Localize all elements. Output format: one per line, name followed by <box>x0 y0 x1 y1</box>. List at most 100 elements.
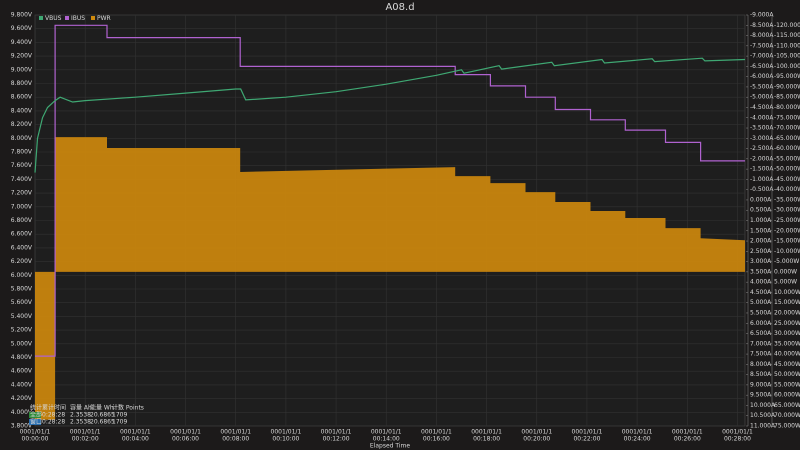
table-cell: 全部 <box>30 411 42 419</box>
y-tick-label: 50.000W <box>774 371 800 378</box>
y-tick-label: 8.600V <box>11 94 33 101</box>
chart-title: A08.d <box>385 2 414 13</box>
legend-label: PWR <box>97 15 111 22</box>
y-tick-label: 4.000A <box>750 279 772 286</box>
table-cell: 窗口 <box>30 418 42 426</box>
y-tick-label: -95.000W <box>774 73 800 80</box>
y-tick-label: -105.000W <box>774 53 800 60</box>
table-cell: 2.3538 <box>70 412 91 419</box>
table-cell: 1709 <box>112 412 127 419</box>
y-tick-label: -60.000W <box>774 145 800 152</box>
y-tick-label: -8.500A <box>750 22 774 29</box>
legend-swatch <box>91 16 95 20</box>
x-tick-label: 00:20:00 <box>523 436 550 443</box>
y-tick-label: -7.500A <box>750 42 774 49</box>
y-tick-label: 5.400V <box>11 313 33 320</box>
y-tick-label: -3.000A <box>750 135 774 142</box>
y-tick-label: 45.000W <box>774 361 800 368</box>
y-tick-label: -6.500A <box>750 63 774 70</box>
y-tick-label: -1.500A <box>750 166 774 173</box>
x-tick-label: 00:26:00 <box>674 436 701 443</box>
x-tick-label: 00:14:00 <box>373 436 400 443</box>
x-tick-date: 0001/01/1 <box>622 429 653 436</box>
y-tick-label: -45.000W <box>774 176 800 183</box>
y-tick-label: -30.000W <box>774 207 800 214</box>
table-cell: 20.6865 <box>90 419 115 426</box>
y-tick-label: 75.000W <box>774 423 800 430</box>
x-tick-label: 00:24:00 <box>624 436 651 443</box>
y-tick-label: -85.000W <box>774 94 800 101</box>
y-tick-label: 8.200V <box>11 121 33 128</box>
table-cell: 20.6865 <box>90 412 115 419</box>
x-tick-date: 0001/01/1 <box>371 429 402 436</box>
x-tick-label: 00:28:00 <box>724 436 751 443</box>
y-tick-label: -8.000A <box>750 32 774 39</box>
y-tick-label: -25.000W <box>774 217 800 224</box>
y-tick-label: -9.000A <box>750 12 774 19</box>
y-tick-label: 9.000A <box>750 381 772 388</box>
y-tick-label: -5.500A <box>750 83 774 90</box>
y-tick-label: 6.200V <box>11 258 33 265</box>
y-tick-label: 5.600V <box>11 299 33 306</box>
y-tick-label: -0.500A <box>750 186 774 193</box>
x-tick-label: 00:06:00 <box>172 436 199 443</box>
y-tick-label: -40.000W <box>774 186 800 193</box>
y-tick-label: 3.500A <box>750 268 772 275</box>
y-tick-label: 25.000W <box>774 320 800 327</box>
x-axis-title: Elapsed Time <box>370 443 410 450</box>
y-tick-label: 1.000A <box>750 217 772 224</box>
x-tick-label: 00:16:00 <box>423 436 450 443</box>
y-tick-label: 8.000V <box>11 135 33 142</box>
y-tick-label: 8.500A <box>750 371 772 378</box>
y-tick-label: 5.500A <box>750 309 772 316</box>
y-tick-label: -35.000W <box>774 196 800 203</box>
y-tick-label: 8.000A <box>750 361 772 368</box>
y-tick-label: 4.800V <box>11 354 33 361</box>
x-tick-label: 00:12:00 <box>323 436 350 443</box>
legend-swatch <box>65 16 69 20</box>
x-tick-date: 0001/01/1 <box>70 429 101 436</box>
y-tick-label: 6.600V <box>11 231 33 238</box>
x-tick-label: 00:04:00 <box>122 436 149 443</box>
y-tick-label: 9.400V <box>11 39 33 46</box>
y-tick-label: 7.200V <box>11 190 33 197</box>
x-tick-date: 0001/01/1 <box>271 429 302 436</box>
y-tick-label: 5.000W <box>774 279 797 286</box>
x-tick-date: 0001/01/1 <box>471 429 502 436</box>
legend-label: VBUS <box>45 15 62 22</box>
y-tick-label: 5.800V <box>11 286 33 293</box>
y-tick-label: -120.000W <box>774 22 800 29</box>
y-tick-label: 7.600V <box>11 162 33 169</box>
y-tick-label: 6.500A <box>750 330 772 337</box>
y-tick-label: 9.000V <box>11 66 33 73</box>
y-tick-label: -110.000W <box>774 42 800 49</box>
y-tick-label: 0.500A <box>750 207 772 214</box>
legend-swatch <box>39 16 43 20</box>
y-tick-label: 30.000W <box>774 330 800 337</box>
y-tick-label: -55.000W <box>774 155 800 162</box>
y-tick-label: -6.000A <box>750 73 774 80</box>
y-tick-label: 0.000W <box>774 268 797 275</box>
y-tick-label: 40.000W <box>774 351 800 358</box>
y-tick-label: 10.000W <box>774 289 800 296</box>
y-tick-label: 9.500A <box>750 392 772 399</box>
y-tick-label: 35.000W <box>774 340 800 347</box>
y-tick-label: 7.800V <box>11 149 33 156</box>
y-tick-label: -20.000W <box>774 227 800 234</box>
row-tag <box>29 419 41 425</box>
table-cell: 0:28:28 <box>42 412 65 419</box>
x-tick-label: 00:00:00 <box>22 436 49 443</box>
table-header: 统计 <box>30 404 42 412</box>
y-tick-label: -4.000A <box>750 114 774 121</box>
y-tick-label: -90.000W <box>774 83 800 90</box>
y-tick-label: -7.000A <box>750 53 774 60</box>
y-tick-label: -10.000W <box>774 248 800 255</box>
y-tick-label: 2.500A <box>750 248 772 255</box>
y-tick-label: 6.000V <box>11 272 33 279</box>
y-tick-label: -80.000W <box>774 104 800 111</box>
row-tag <box>29 412 41 418</box>
y-tick-label: 1.500A <box>750 227 772 234</box>
y-tick-label: 65.000W <box>774 402 800 409</box>
line <box>35 24 745 357</box>
